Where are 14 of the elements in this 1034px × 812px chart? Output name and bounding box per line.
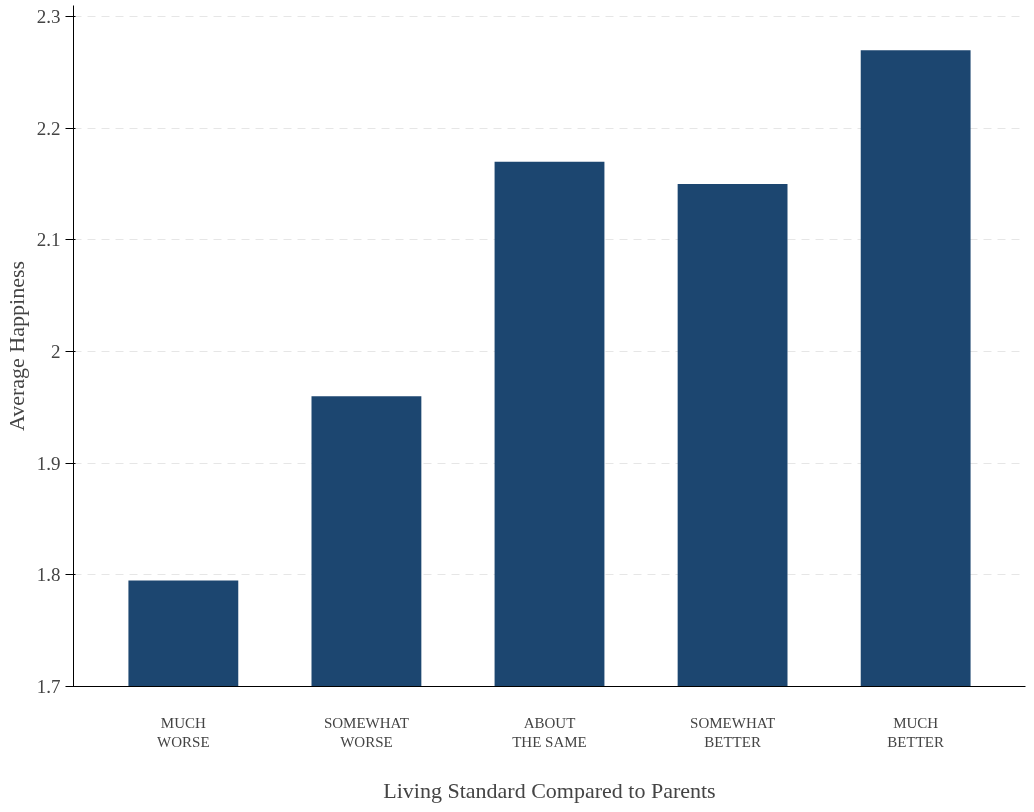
y-tick-label: 2.2: [36, 117, 61, 139]
y-tick-label: 1.9: [36, 452, 61, 474]
x-tick-label: MUCH BETTER: [887, 714, 944, 750]
x-tick-label: SOMEWHAT WORSE: [323, 714, 409, 750]
x-tick-label: ABOUT THE SAME: [512, 714, 587, 750]
x-axis-title: Living Standard Compared to Parents: [383, 777, 716, 803]
y-tick-label: 2.1: [36, 229, 61, 251]
y-axis-title: Average Happiness: [3, 260, 29, 432]
y-tick-label: 1.7: [36, 676, 61, 697]
x-tick-label: MUCH WORSE: [157, 714, 210, 750]
y-tick-label: 1.8: [36, 564, 61, 586]
y-tick-label: 2.3: [36, 6, 61, 28]
x-tick-label: SOMEWHAT BETTER: [690, 714, 776, 750]
y-tick-label: 2: [51, 341, 61, 363]
